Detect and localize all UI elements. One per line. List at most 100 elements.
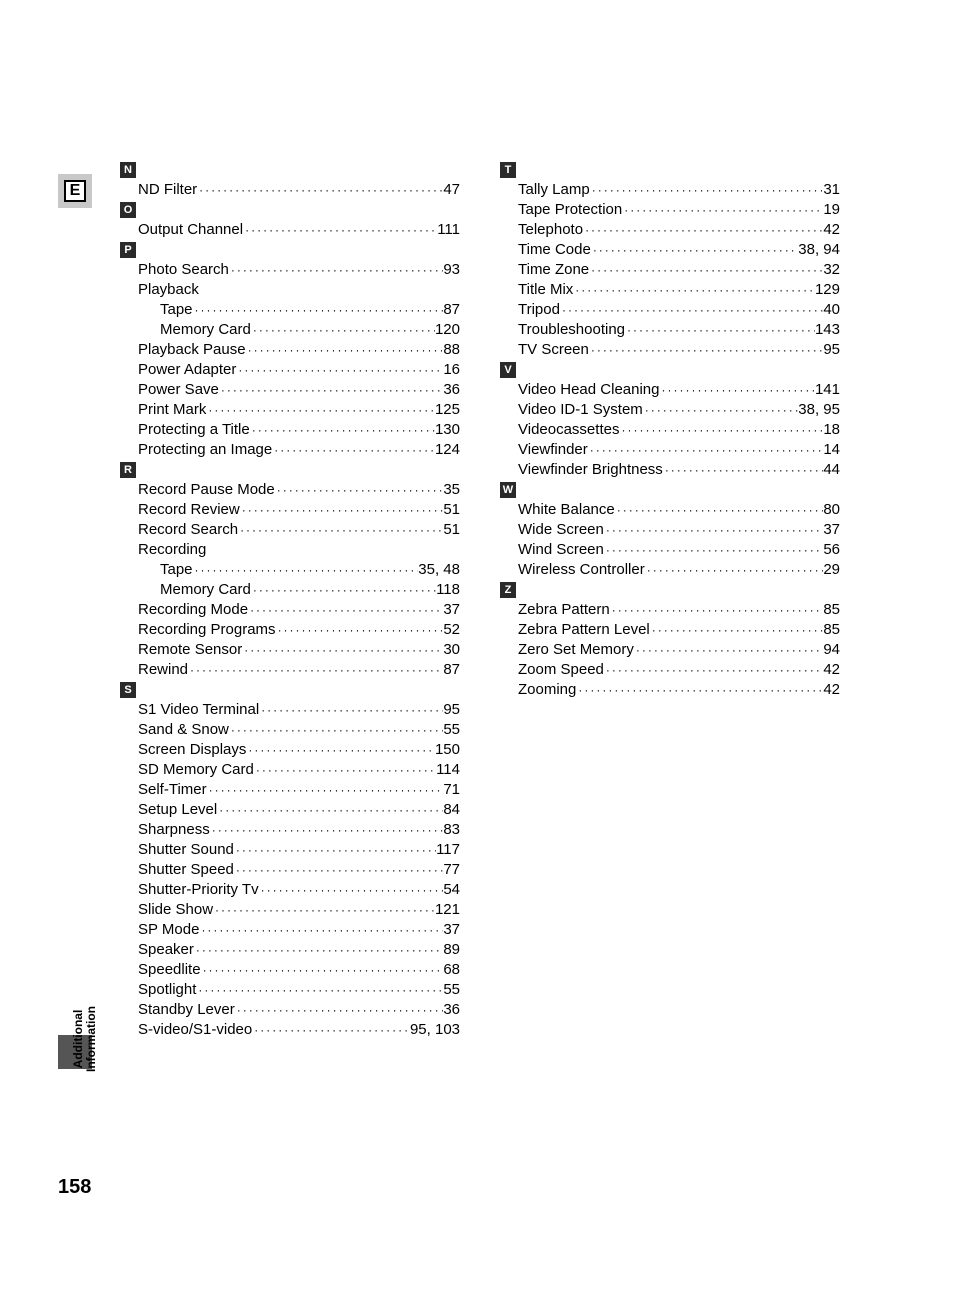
index-page: 87: [443, 660, 460, 680]
index-entry: Title Mix129: [500, 280, 840, 300]
index-leader: [634, 640, 823, 660]
index-leader: [259, 880, 444, 900]
index-page: 55: [443, 720, 460, 740]
index-entry: Print Mark125: [120, 400, 460, 420]
index-page: 117: [436, 840, 460, 860]
index-entry: S1 Video Terminal95: [120, 700, 460, 720]
index-entry: Rewind87: [120, 660, 460, 680]
index-term: Zoom Speed: [518, 660, 604, 680]
index-page: 37: [823, 520, 840, 540]
index-page: 120: [435, 320, 460, 340]
index-term: Power Save: [138, 380, 219, 400]
page-number: 158: [58, 1176, 91, 1199]
index-page: 80: [823, 500, 840, 520]
index-page: 52: [443, 620, 460, 640]
index-page: 36: [443, 380, 460, 400]
index-term: Zero Set Memory: [518, 640, 634, 660]
index-entry: Recording: [120, 540, 460, 560]
index-page: 130: [435, 420, 460, 440]
index-term: Playback: [138, 280, 199, 300]
index-term: Memory Card: [160, 320, 251, 340]
index-term: Zebra Pattern: [518, 600, 610, 620]
index-page: 71: [443, 780, 460, 800]
index-entry: Self-Timer 71: [120, 780, 460, 800]
index-page: 16: [443, 360, 460, 380]
index-entry: Tape 35, 48: [120, 560, 460, 580]
index-leader: [213, 900, 435, 920]
index-term: Tripod: [518, 300, 560, 320]
letter-heading: S: [120, 682, 136, 698]
index-leader: [610, 600, 824, 620]
index-page: 35, 48: [418, 560, 460, 580]
index-leader: [201, 960, 444, 980]
index-entry: Recording Programs52: [120, 620, 460, 640]
side-label: Additional Information: [72, 1006, 98, 1072]
index-entry: Zebra Pattern 85: [500, 600, 840, 620]
index-entry: Sand & Snow55: [120, 720, 460, 740]
index-page: 37: [443, 920, 460, 940]
index-term: Videocassettes: [518, 420, 619, 440]
index-leader: [576, 680, 823, 700]
index-term: Record Review: [138, 500, 240, 520]
index-entry: Standby Lever36: [120, 1000, 460, 1020]
section-tab-letter: E: [64, 180, 86, 202]
index-leader: [246, 340, 444, 360]
side-label-line2: Information: [84, 1006, 98, 1072]
index-leader: [259, 700, 443, 720]
index-page: 30: [443, 640, 460, 660]
index-entry: Protecting an Image124: [120, 440, 460, 460]
index-entry: Spotlight55: [120, 980, 460, 1000]
index-term: Viewfinder: [518, 440, 588, 460]
index-entry: Playback Pause88: [120, 340, 460, 360]
index-page: 85: [823, 600, 840, 620]
index-entry: Video ID-1 System 38, 95: [500, 400, 840, 420]
index-page: 54: [443, 880, 460, 900]
index-page: 88: [443, 340, 460, 360]
index-term: Wind Screen: [518, 540, 604, 560]
index-entry: Tape Protection19: [500, 200, 840, 220]
index-entry: Shutter-Priority Tv54: [120, 880, 460, 900]
index-term: Setup Level: [138, 800, 217, 820]
index-entry: Zooming42: [500, 680, 840, 700]
index-leader: [275, 480, 444, 500]
index-leader: [643, 400, 799, 420]
index-term: SP Mode: [138, 920, 199, 940]
index-term: Tape: [160, 560, 193, 580]
section-tab: E: [58, 174, 92, 208]
index-page: 150: [435, 740, 460, 760]
index-page: 143: [815, 320, 840, 340]
index-leader: [234, 840, 436, 860]
index-page: 114: [436, 760, 460, 780]
index-term: ND Filter: [138, 180, 197, 200]
letter-heading: O: [120, 202, 136, 218]
index-leader: [243, 220, 437, 240]
index-term: Tape Protection: [518, 200, 622, 220]
index-term: Shutter Speed: [138, 860, 234, 880]
index-entry: Slide Show121: [120, 900, 460, 920]
index-entry: Tripod40: [500, 300, 840, 320]
index-leader: [645, 560, 824, 580]
index-entry: Time Zone32: [500, 260, 840, 280]
index-term: Zooming: [518, 680, 576, 700]
index-entry: White Balance 80: [500, 500, 840, 520]
index-leader: [229, 260, 443, 280]
index-page: 111: [437, 220, 460, 240]
index-page: 18: [823, 420, 840, 440]
index-entry: Record Search51: [120, 520, 460, 540]
index-term: Spotlight: [138, 980, 196, 1000]
index-leader: [604, 540, 823, 560]
index-term: Zebra Pattern Level: [518, 620, 650, 640]
index-leader: [583, 220, 823, 240]
index-page: 35: [443, 480, 460, 500]
index-page: 38, 95: [798, 400, 840, 420]
index-term: Speaker: [138, 940, 194, 960]
index-term: Protecting an Image: [138, 440, 272, 460]
letter-heading: W: [500, 482, 516, 498]
index-term: Self-Timer: [138, 780, 207, 800]
index-page: 42: [823, 660, 840, 680]
index-term: S-video/S1-video: [138, 1020, 252, 1040]
index-term: White Balance: [518, 500, 615, 520]
letter-heading: N: [120, 162, 136, 178]
index-term: Video ID-1 System: [518, 400, 643, 420]
index-term: Memory Card: [160, 580, 251, 600]
